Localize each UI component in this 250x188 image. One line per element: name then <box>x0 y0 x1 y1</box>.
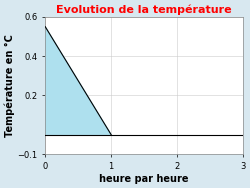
Polygon shape <box>45 27 111 135</box>
X-axis label: heure par heure: heure par heure <box>100 174 189 184</box>
Title: Evolution de la température: Evolution de la température <box>56 4 232 15</box>
Y-axis label: Température en °C: Température en °C <box>4 34 15 137</box>
